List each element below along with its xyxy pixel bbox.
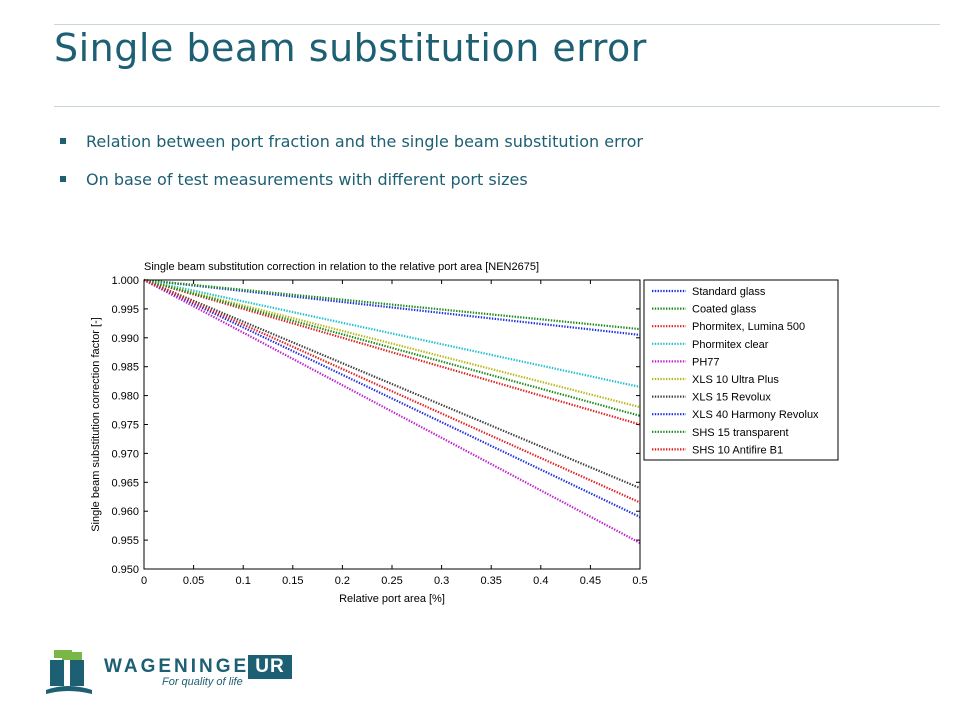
legend-label: Standard glass — [692, 286, 766, 298]
y-tick-label: 0.965 — [111, 477, 139, 489]
logo-ur-badge: UR — [248, 655, 292, 679]
y-tick-label: 1.000 — [111, 275, 139, 287]
top-divider — [54, 24, 940, 25]
legend-label: SHS 10 Antifire B1 — [692, 444, 783, 456]
y-tick-label: 0.980 — [111, 391, 139, 403]
series-line — [143, 278, 641, 389]
bullet-item: Relation between port fraction and the s… — [60, 132, 643, 151]
legend-label: Coated glass — [692, 304, 757, 316]
wageningen-logo-icon — [46, 650, 92, 694]
y-tick-label: 0.975 — [111, 420, 139, 432]
legend: Standard glass Coated glass Phormitex, Lum… — [643, 279, 839, 461]
series-line — [143, 278, 641, 490]
series-group — [143, 278, 641, 544]
line-chart: Single beam substitution correction in r… — [90, 261, 839, 605]
legend-label: PH77 — [692, 356, 720, 368]
logo-wordmark: WAGENINGEN — [104, 656, 266, 677]
legend-label: Phormitex, Lumina 500 — [692, 321, 805, 333]
bullet-text: Relation between port fraction and the s… — [86, 132, 643, 151]
x-axis-label: Relative port area [%] — [339, 593, 445, 605]
chart-title: Single beam substitution correction in r… — [144, 261, 539, 273]
legend-label: SHS 15 transparent — [692, 427, 789, 439]
x-tick-label: 0.35 — [480, 575, 501, 587]
legend-label: XLS 15 Revolux — [692, 392, 771, 404]
x-tick-label: 0.15 — [282, 575, 303, 587]
y-tick-label: 0.960 — [111, 506, 139, 518]
series-line — [143, 279, 641, 544]
series-line — [143, 278, 641, 337]
x-axis: 0 0.05 0.1 0.15 0.2 0.25 0.3 0.35 0.4 0.45 0.5 — [141, 280, 648, 587]
legend-box — [643, 279, 839, 461]
bullet-square-icon — [60, 176, 66, 182]
title-divider — [54, 106, 940, 107]
plot-frame — [143, 279, 641, 570]
series-line — [143, 278, 641, 426]
x-tick-label: 0 — [141, 575, 147, 587]
series-line — [143, 278, 641, 409]
x-tick-label: 0.25 — [381, 575, 402, 587]
bullet-text: On base of test measurements with differ… — [86, 170, 528, 189]
x-tick-label: 0.3 — [434, 575, 449, 587]
y-tick-label: 0.985 — [111, 362, 139, 374]
series-line — [143, 278, 641, 331]
x-tick-label: 0.4 — [533, 575, 548, 587]
x-tick-label: 0.1 — [236, 575, 251, 587]
y-tick-label: 0.950 — [111, 564, 139, 576]
y-axis-label: Single beam substitution correction fact… — [90, 317, 102, 532]
series-line — [143, 278, 641, 504]
series-line — [143, 279, 641, 518]
series-line — [143, 278, 641, 417]
y-tick-label: 0.955 — [111, 535, 139, 547]
y-axis: 0.950 0.955 0.960 0.965 0.970 0.975 0.980 0.985… — [111, 275, 640, 576]
bullet-square-icon — [60, 138, 66, 144]
legend-label: XLS 10 Ultra Plus — [692, 374, 779, 386]
y-tick-label: 0.990 — [111, 333, 139, 345]
x-tick-label: 0.2 — [335, 575, 350, 587]
logo-tagline: For quality of life — [162, 676, 243, 688]
x-tick-label: 0.05 — [183, 575, 204, 587]
legend-label: XLS 40 Harmony Revolux — [692, 409, 819, 421]
bullet-item: On base of test measurements with differ… — [60, 170, 528, 189]
x-tick-label: 0.5 — [632, 575, 647, 587]
x-tick-label: 0.45 — [580, 575, 601, 587]
legend-label: Phormitex clear — [692, 339, 769, 351]
slide-title: Single beam substitution error — [54, 26, 647, 70]
y-tick-label: 0.995 — [111, 304, 139, 316]
y-tick-label: 0.970 — [111, 448, 139, 460]
